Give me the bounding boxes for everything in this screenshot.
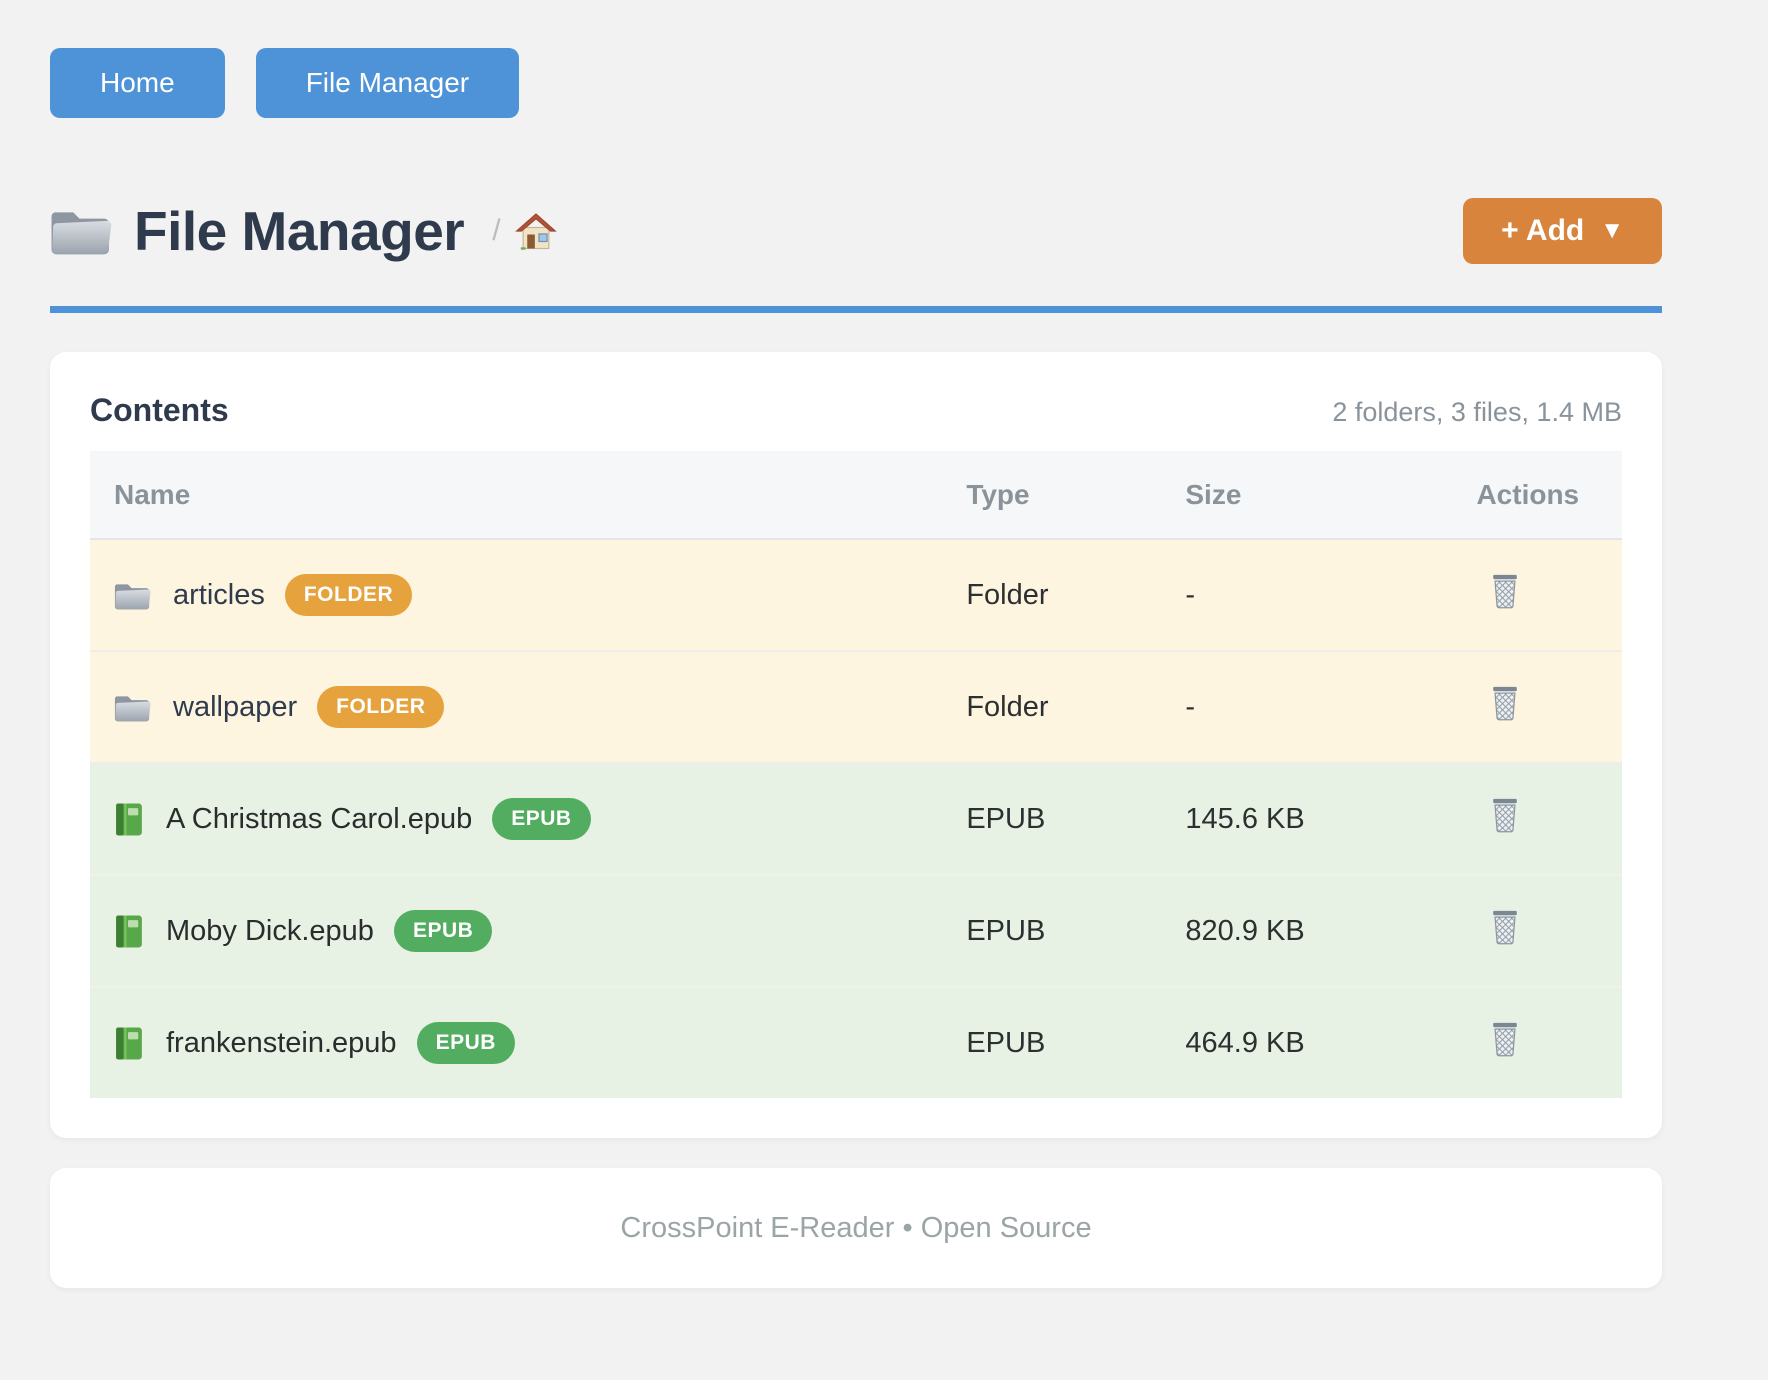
trash-icon xyxy=(1490,573,1520,609)
page-title: File Manager xyxy=(134,200,465,262)
file-name-link[interactable]: Moby Dick.epub xyxy=(166,914,374,947)
page: Home File Manager File Manager / + Add ▼… xyxy=(50,0,1662,1348)
delete-button[interactable] xyxy=(1490,797,1520,833)
size-cell: 145.6 KB xyxy=(1185,762,1477,875)
type-cell: EPUB xyxy=(966,762,1186,875)
file-table: Name Type Size Actions articles FOLDER F… xyxy=(90,451,1622,1098)
type-badge: FOLDER xyxy=(284,574,413,616)
delete-button[interactable] xyxy=(1490,909,1520,945)
add-button[interactable]: + Add ▼ xyxy=(1463,198,1662,264)
folder-icon xyxy=(50,206,112,256)
nav-home-button[interactable]: Home xyxy=(50,48,225,118)
top-nav: Home File Manager xyxy=(50,48,1662,118)
type-cell: Folder xyxy=(966,539,1186,651)
trash-icon xyxy=(1490,909,1520,945)
column-header-size: Size xyxy=(1185,451,1477,540)
page-header: File Manager / + Add ▼ xyxy=(50,198,1662,264)
type-badge: EPUB xyxy=(393,910,493,952)
size-cell: - xyxy=(1185,650,1477,763)
caret-down-icon: ▼ xyxy=(1600,217,1624,244)
file-table-body: articles FOLDER Folder - wallpaper FOLDE… xyxy=(90,539,1622,1098)
breadcrumb-home-icon[interactable] xyxy=(515,211,557,251)
delete-button[interactable] xyxy=(1490,1021,1520,1057)
nav-file-manager-button[interactable]: File Manager xyxy=(255,48,520,118)
type-badge: FOLDER xyxy=(317,686,445,728)
table-row[interactable]: frankenstein.epub EPUB EPUB 464.9 KB xyxy=(90,986,1622,1098)
file-name-link[interactable]: A Christmas Carol.epub xyxy=(166,802,473,835)
column-header-name: Name xyxy=(90,451,967,540)
folder-icon xyxy=(114,692,151,723)
type-badge: EPUB xyxy=(416,1022,515,1064)
trash-icon xyxy=(1490,1021,1520,1057)
table-row[interactable]: wallpaper FOLDER Folder - xyxy=(90,650,1622,763)
delete-button[interactable] xyxy=(1490,573,1520,609)
delete-button[interactable] xyxy=(1490,685,1520,721)
column-header-actions: Actions xyxy=(1476,451,1622,540)
trash-icon xyxy=(1490,797,1520,833)
type-cell: EPUB xyxy=(966,874,1186,987)
footer-text: CrossPoint E-Reader • Open Source xyxy=(620,1211,1092,1244)
size-cell: 464.9 KB xyxy=(1185,986,1477,1098)
type-cell: Folder xyxy=(966,650,1186,763)
title-wrap: File Manager / xyxy=(50,199,557,263)
table-row[interactable]: A Christmas Carol.epub EPUB EPUB 145.6 K… xyxy=(90,762,1622,875)
book-icon xyxy=(114,802,144,837)
table-header-row: Name Type Size Actions xyxy=(90,451,1622,540)
size-cell: - xyxy=(1185,539,1477,651)
footer-card: CrossPoint E-Reader • Open Source xyxy=(50,1168,1662,1288)
file-name-link[interactable]: frankenstein.epub xyxy=(166,1026,397,1059)
trash-icon xyxy=(1490,685,1520,721)
add-button-label: + Add xyxy=(1501,214,1585,247)
type-badge: EPUB xyxy=(492,798,591,840)
contents-title: Contents xyxy=(90,392,229,428)
file-name-link[interactable]: articles xyxy=(173,578,265,611)
contents-summary: 2 folders, 3 files, 1.4 MB xyxy=(1332,397,1622,427)
folder-icon xyxy=(114,580,151,611)
contents-card-header: Contents 2 folders, 3 files, 1.4 MB xyxy=(90,392,1622,429)
table-row[interactable]: articles FOLDER Folder - xyxy=(90,539,1622,651)
type-cell: EPUB xyxy=(966,986,1186,1098)
column-header-type: Type xyxy=(966,451,1186,540)
file-name-link[interactable]: wallpaper xyxy=(173,690,298,723)
size-cell: 820.9 KB xyxy=(1185,874,1477,987)
breadcrumb-separator: / xyxy=(492,214,501,247)
book-icon xyxy=(114,914,144,949)
header-divider xyxy=(50,306,1662,313)
table-row[interactable]: Moby Dick.epub EPUB EPUB 820.9 KB xyxy=(90,874,1622,987)
contents-card: Contents 2 folders, 3 files, 1.4 MB Name… xyxy=(50,352,1662,1138)
book-icon xyxy=(114,1026,144,1061)
